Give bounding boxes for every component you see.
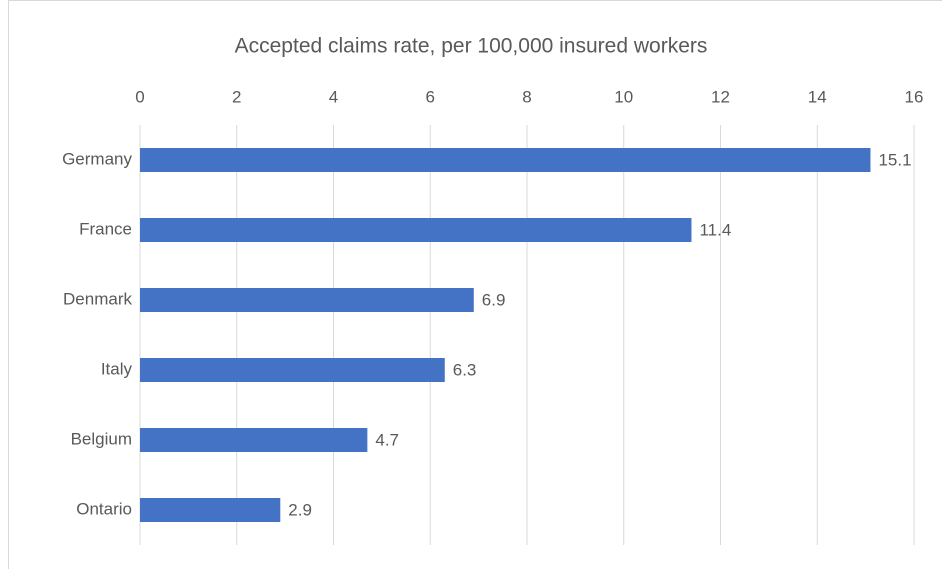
- data-label: 6.3: [453, 360, 477, 379]
- x-tick-label: 2: [232, 87, 241, 106]
- bar: [140, 358, 445, 382]
- chart-title: Accepted claims rate, per 100,000 insure…: [235, 35, 708, 58]
- bar: [140, 288, 474, 312]
- bar: [140, 148, 871, 172]
- x-tick-label: 0: [135, 87, 144, 106]
- x-tick-label: 8: [522, 87, 531, 106]
- y-tick-label: Belgium: [71, 429, 132, 448]
- y-tick-label: France: [79, 219, 132, 238]
- y-tick-label: Italy: [101, 359, 133, 378]
- x-tick-label: 10: [614, 87, 633, 106]
- x-tick-label: 14: [808, 87, 827, 106]
- bar: [140, 498, 281, 522]
- data-label: 6.9: [482, 290, 506, 309]
- x-tick-label: 4: [329, 87, 338, 106]
- y-tick-label: Germany: [62, 149, 132, 168]
- x-tick-label: 16: [905, 87, 924, 106]
- data-label: 4.7: [375, 430, 399, 449]
- bar: [140, 218, 692, 242]
- x-tick-label: 12: [711, 87, 730, 106]
- data-label: 11.4: [699, 220, 731, 239]
- y-tick-label: Ontario: [76, 499, 132, 518]
- data-label: 2.9: [288, 500, 312, 519]
- data-label: 15.1: [878, 150, 911, 169]
- y-tick-label: Denmark: [63, 289, 132, 308]
- x-tick-label: 6: [426, 87, 435, 106]
- bar: [140, 428, 368, 452]
- chart-frame: [8, 0, 942, 569]
